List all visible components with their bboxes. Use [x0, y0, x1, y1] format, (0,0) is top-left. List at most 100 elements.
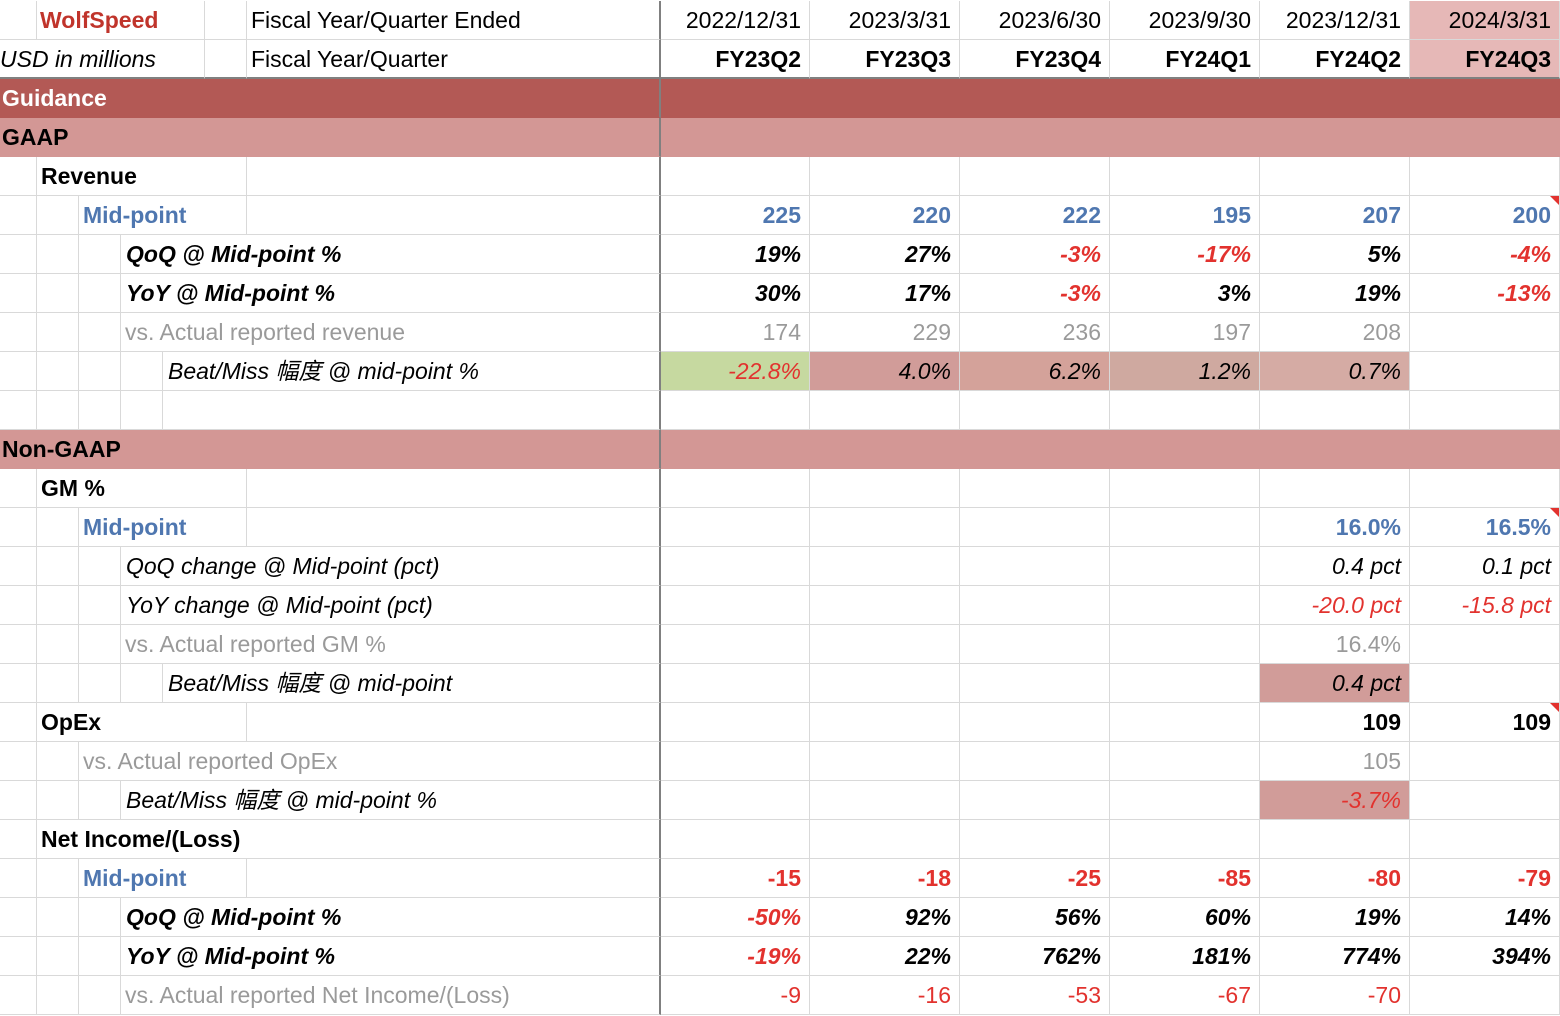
row-label-beat-miss[interactable]: Beat/Miss 幅度 @ mid-point % [163, 352, 661, 391]
value-cell[interactable]: 1.2% [1110, 352, 1260, 391]
value-cell[interactable]: 0.4 pct [1260, 664, 1410, 703]
grid-cell[interactable] [0, 586, 37, 625]
date-header-current[interactable]: 2024/3/31 [1410, 1, 1560, 40]
grid-cell[interactable] [37, 352, 79, 391]
grid-cell[interactable] [247, 469, 661, 508]
grid-cell[interactable] [1260, 820, 1410, 859]
value-cell[interactable] [661, 625, 810, 664]
grid-cell[interactable] [37, 586, 79, 625]
grid-cell[interactable] [37, 742, 79, 781]
value-cell[interactable] [661, 664, 810, 703]
grid-cell[interactable] [121, 352, 163, 391]
grid-cell[interactable] [37, 196, 79, 235]
units-label[interactable]: USD in millions [0, 40, 205, 79]
quarter-header-current[interactable]: FY24Q3 [1410, 40, 1560, 79]
value-cell[interactable]: -9 [661, 976, 810, 1015]
value-cell[interactable]: -4% [1410, 235, 1560, 274]
quarter-header[interactable]: FY23Q4 [960, 40, 1110, 79]
value-cell[interactable]: -16 [810, 976, 960, 1015]
grid-cell[interactable] [37, 859, 79, 898]
value-cell[interactable]: 181% [1110, 937, 1260, 976]
grid-cell[interactable] [37, 781, 79, 820]
value-cell[interactable] [810, 547, 960, 586]
grid-cell[interactable] [661, 469, 810, 508]
value-cell[interactable] [960, 664, 1110, 703]
grid-cell[interactable] [0, 820, 37, 859]
section-title-guidance[interactable]: Guidance [0, 79, 661, 118]
grid-cell[interactable] [1410, 469, 1560, 508]
grid-cell[interactable] [247, 196, 661, 235]
value-cell[interactable] [1410, 976, 1560, 1015]
value-cell[interactable]: 3% [1110, 274, 1260, 313]
value-cell[interactable] [960, 547, 1110, 586]
grid-cell[interactable] [0, 937, 37, 976]
value-cell[interactable]: 56% [960, 898, 1110, 937]
value-cell[interactable] [960, 703, 1110, 742]
grid-cell[interactable] [79, 274, 121, 313]
grid-cell[interactable] [1110, 469, 1260, 508]
grid-cell[interactable] [810, 469, 960, 508]
grid-cell[interactable] [1410, 391, 1560, 430]
value-cell[interactable]: -25 [960, 859, 1110, 898]
grid-cell[interactable] [121, 391, 163, 430]
grid-cell[interactable] [247, 508, 661, 547]
value-cell[interactable]: 174 [661, 313, 810, 352]
row-label-net-income[interactable]: Net Income/(Loss) [37, 820, 661, 859]
value-cell[interactable]: -22.8% [661, 352, 810, 391]
grid-cell[interactable] [960, 469, 1110, 508]
value-cell[interactable]: 225 [661, 196, 810, 235]
value-cell[interactable] [1410, 742, 1560, 781]
row-label-beat-miss[interactable]: Beat/Miss 幅度 @ mid-point [163, 664, 661, 703]
grid-cell[interactable] [79, 547, 121, 586]
row-label-midpoint[interactable]: Mid-point [79, 859, 247, 898]
row-label-actual[interactable]: vs. Actual reported Net Income/(Loss) [121, 976, 661, 1015]
grid-cell[interactable] [661, 391, 810, 430]
value-cell[interactable]: -80 [1260, 859, 1410, 898]
grid-cell[interactable] [79, 937, 121, 976]
value-cell[interactable]: 105 [1260, 742, 1410, 781]
value-cell[interactable]: -13% [1410, 274, 1560, 313]
grid-cell[interactable] [79, 391, 121, 430]
value-cell[interactable]: 774% [1260, 937, 1410, 976]
band-cell[interactable] [661, 79, 1560, 118]
value-cell[interactable] [1110, 586, 1260, 625]
row-label-yoy[interactable]: YoY @ Mid-point % [121, 274, 661, 313]
value-cell[interactable]: 4.0% [810, 352, 960, 391]
value-cell[interactable] [661, 703, 810, 742]
value-cell[interactable]: 22% [810, 937, 960, 976]
grid-cell[interactable] [0, 313, 37, 352]
grid-cell[interactable] [0, 469, 37, 508]
grid-cell[interactable] [810, 157, 960, 196]
value-cell[interactable] [1410, 664, 1560, 703]
grid-cell[interactable] [247, 157, 661, 196]
value-cell[interactable]: 60% [1110, 898, 1260, 937]
value-cell[interactable]: 394% [1410, 937, 1560, 976]
value-cell[interactable]: 220 [810, 196, 960, 235]
value-cell[interactable]: 208 [1260, 313, 1410, 352]
value-cell[interactable]: 236 [960, 313, 1110, 352]
company-name[interactable]: WolfSpeed [37, 1, 205, 40]
quarter-header[interactable]: FY24Q1 [1110, 40, 1260, 79]
value-cell[interactable]: 0.1 pct [1410, 547, 1560, 586]
date-header[interactable]: 2022/12/31 [661, 1, 810, 40]
value-cell[interactable] [1110, 664, 1260, 703]
value-cell[interactable] [1110, 625, 1260, 664]
row-label-period[interactable]: Fiscal Year/Quarter [247, 40, 661, 79]
grid-cell[interactable] [1260, 157, 1410, 196]
value-cell[interactable]: -15.8 pct [1410, 586, 1560, 625]
value-cell[interactable] [810, 703, 960, 742]
value-cell[interactable] [960, 742, 1110, 781]
grid-cell[interactable] [37, 625, 79, 664]
value-cell[interactable]: -79 [1410, 859, 1560, 898]
row-label-gm[interactable]: GM % [37, 469, 247, 508]
grid-cell[interactable] [163, 391, 661, 430]
value-cell[interactable] [810, 781, 960, 820]
grid-cell[interactable] [0, 235, 37, 274]
row-label-qoq[interactable]: QoQ @ Mid-point % [121, 898, 661, 937]
value-cell[interactable]: -53 [960, 976, 1110, 1015]
grid-cell[interactable] [37, 898, 79, 937]
grid-cell[interactable] [121, 664, 163, 703]
value-cell[interactable]: 0.4 pct [1260, 547, 1410, 586]
band-cell[interactable] [661, 118, 1560, 157]
value-cell[interactable] [661, 586, 810, 625]
